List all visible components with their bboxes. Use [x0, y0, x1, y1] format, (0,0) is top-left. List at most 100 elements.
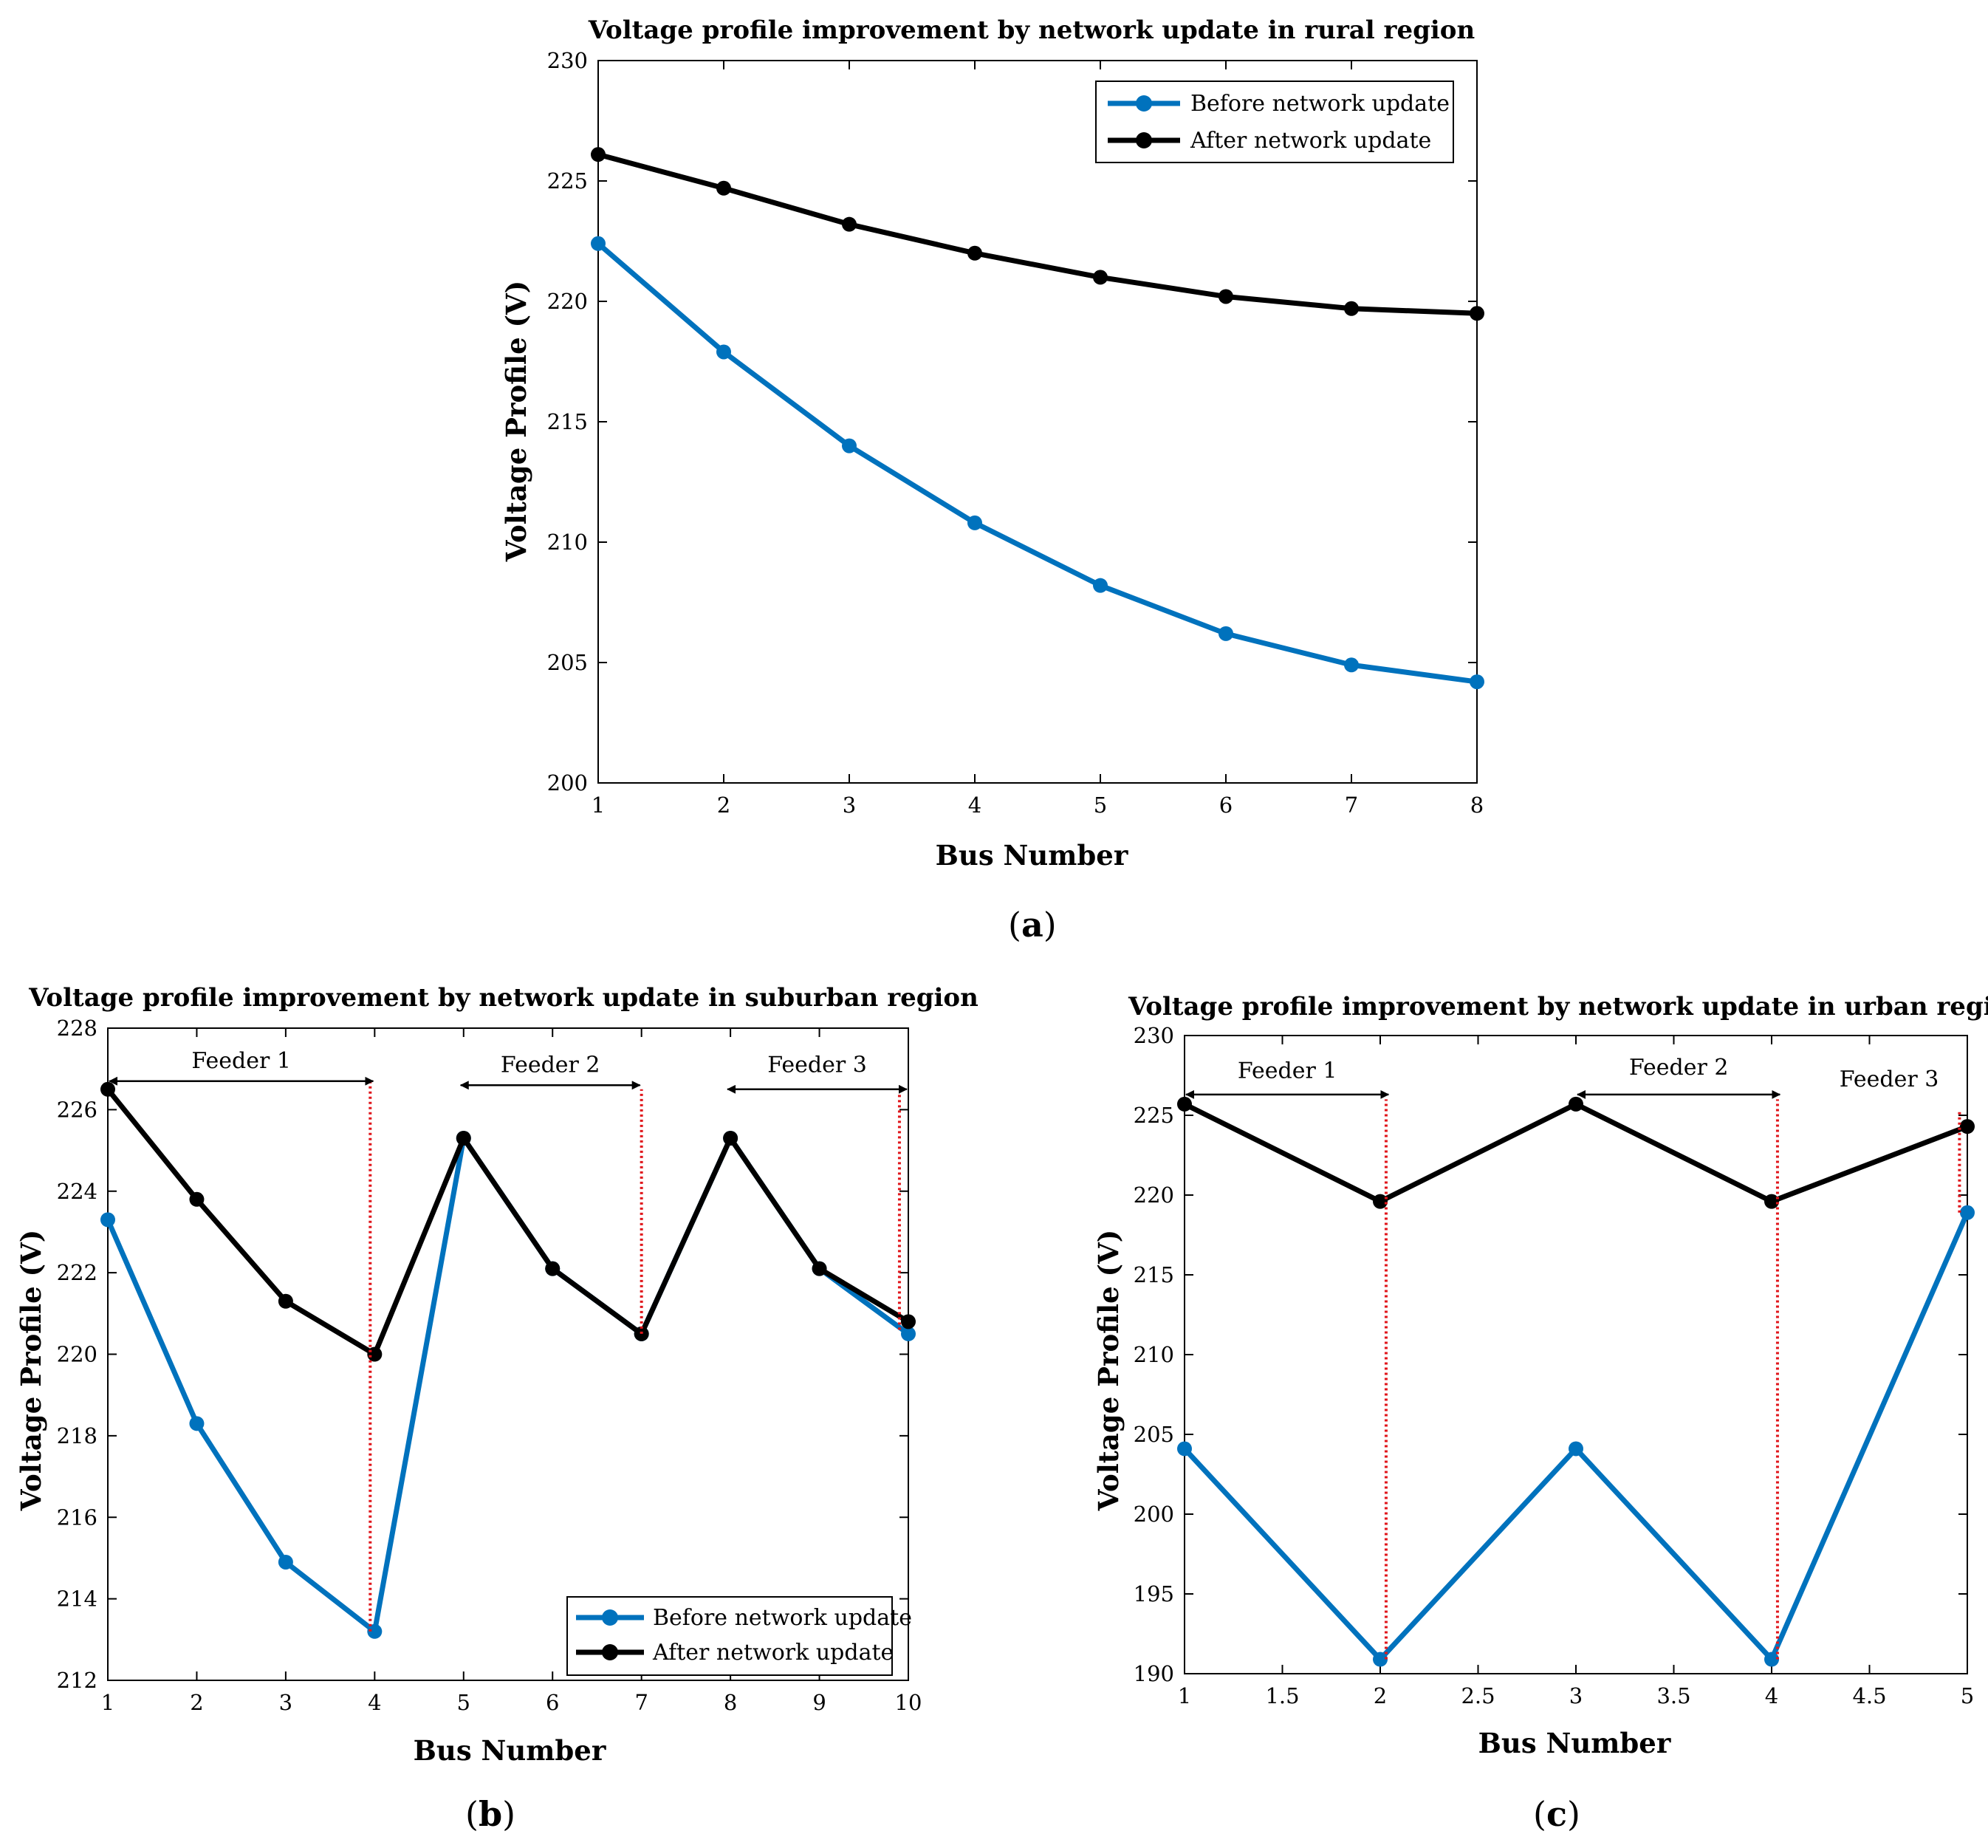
panel-c-xtick-label: 1	[1178, 1683, 1191, 1708]
panel-a-ytick-label: 225	[547, 168, 588, 194]
panel-a-after-data-point	[716, 180, 731, 196]
panel-b-label: (b)	[465, 1794, 515, 1834]
panel-a-xtick-label: 5	[1094, 793, 1107, 818]
panel-b-xtick-label: 8	[724, 1690, 737, 1715]
panel-b-after-data-point	[901, 1314, 916, 1329]
panel-b-legend-after-label: After network update	[652, 1640, 894, 1666]
panel-c-urban: Voltage profile improvement by network u…	[1092, 992, 1988, 1834]
panel-a-after-data-point	[1344, 301, 1359, 316]
panel-c-title: Voltage profile improvement by network u…	[1128, 992, 1988, 1021]
panel-c-ytick-label: 200	[1134, 1502, 1174, 1527]
panel-c-xtick-label: 4.5	[1852, 1683, 1886, 1708]
panel-c-ytick-label: 215	[1134, 1262, 1174, 1287]
panel-a-after-data-point	[842, 216, 857, 232]
panel-c-xtick-label: 4	[1765, 1683, 1778, 1708]
panel-b-feeder-label: Feeder 2	[501, 1053, 600, 1078]
panel-b-after-data-point	[189, 1191, 205, 1207]
panel-a-before-data-point	[716, 344, 731, 360]
panel-b-ytick-label: 224	[57, 1179, 97, 1204]
panel-c-before-data-point	[1373, 1652, 1388, 1667]
panel-a-xtick-label: 4	[968, 793, 981, 818]
panel-b-xtick-label: 6	[546, 1690, 559, 1715]
panel-a-legend: Before network update After network upda…	[1095, 81, 1454, 163]
panel-b-plot: 1 2 3 4 5 6 7 8 9 10 212 214 216 218 220 222 224 226 228 Fe…	[57, 1016, 922, 1715]
panel-c-xtick-label: 1.5	[1265, 1683, 1299, 1708]
panel-c-ylabel: Voltage Profile (V)	[1092, 1230, 1125, 1512]
panel-a-after-series-line	[597, 151, 1478, 316]
panel-a-xtick-label: 3	[843, 793, 856, 818]
panel-c-plot: 1 1.5 2 2.5 3 3.5 4 4.5 5 190 195 200 205 210 215 220 22…	[1134, 1023, 1975, 1708]
panel-b-xtick-label: 1	[101, 1690, 114, 1715]
panel-b-xtick-label: 9	[812, 1690, 826, 1715]
panel-b-ylabel: Voltage Profile (V)	[15, 1230, 47, 1512]
panel-c-after-data-point	[1960, 1119, 1975, 1135]
panel-a-after-data-point	[591, 147, 606, 162]
panel-c-xtick-label: 3.5	[1656, 1683, 1690, 1708]
panel-b-xtick-label: 4	[368, 1690, 381, 1715]
panel-c-ytick-label: 220	[1134, 1183, 1174, 1208]
panel-b-before-data-point	[367, 1623, 383, 1639]
panel-b-ytick-label: 216	[57, 1505, 97, 1530]
panel-b-legend-before-marker	[602, 1609, 618, 1626]
panel-a-legend-before-label: Before network update	[1190, 91, 1450, 117]
panel-c-after-data-point	[1764, 1194, 1779, 1209]
panel-b-after-data-point	[456, 1131, 471, 1146]
panel-a-xtick-label: 6	[1219, 793, 1233, 818]
panel-b-ytick-label: 212	[57, 1668, 97, 1693]
panel-a-after-data-point	[1470, 306, 1484, 321]
panel-a-rural: Voltage profile improvement by network u…	[500, 16, 1484, 945]
panel-c-xtick-label: 3	[1569, 1683, 1583, 1708]
panel-b-title: Voltage profile improvement by network u…	[28, 983, 978, 1013]
panel-a-before-series-line	[596, 242, 1478, 685]
panel-a-before-data-point	[967, 515, 982, 530]
panel-a-ytick-label: 200	[547, 770, 588, 795]
panel-b-ytick-label: 228	[57, 1016, 97, 1041]
panel-c-xlabel: Bus Number	[1478, 1727, 1671, 1759]
panel-a-ytick-label: 215	[547, 409, 588, 434]
panel-b-before-data-point	[901, 1326, 916, 1341]
panel-c-before-data-point	[1177, 1441, 1192, 1457]
panel-c-before-data-point	[1960, 1205, 1975, 1220]
panel-b-feeder-label: Feeder 1	[191, 1048, 291, 1074]
panel-b-ytick-label: 214	[57, 1587, 97, 1612]
panel-a-xtick-label: 8	[1470, 793, 1484, 818]
panel-a-after-data-point	[1218, 289, 1233, 304]
panel-b-after-data-point	[100, 1081, 115, 1097]
panel-b-feeder-label: Feeder 3	[767, 1053, 867, 1078]
panel-a-before-data-point	[842, 438, 857, 454]
panel-c-ytick-label: 195	[1134, 1581, 1174, 1606]
panel-b-before-data-point	[189, 1416, 205, 1431]
panel-a-legend-before-marker	[1136, 95, 1152, 112]
panel-c-xtick-label: 2.5	[1461, 1683, 1495, 1708]
panel-b-xtick-label: 2	[190, 1690, 203, 1715]
panel-b-after-data-point	[545, 1261, 561, 1276]
panel-c-after-data-point	[1177, 1096, 1192, 1112]
panel-a-label: (a)	[1008, 905, 1057, 945]
panel-b-ytick-label: 222	[57, 1260, 97, 1285]
panel-b-before-data-point	[100, 1212, 115, 1228]
panel-c-xtick-label: 2	[1374, 1683, 1387, 1708]
panel-c-feeder-label: Feeder 1	[1238, 1058, 1337, 1084]
panel-a-ytick-label: 205	[547, 650, 588, 675]
panel-a-before-data-point	[1093, 578, 1108, 593]
panel-a-title: Voltage profile improvement by network u…	[588, 16, 1475, 45]
panel-c-ytick-label: 205	[1134, 1422, 1174, 1447]
panel-a-xtick-label: 1	[592, 793, 605, 818]
panel-c-feeder-label: Feeder 3	[1840, 1067, 1939, 1092]
panel-b-xtick-label: 10	[895, 1690, 922, 1715]
panel-a-xlabel: Bus Number	[936, 839, 1128, 872]
panel-b-ytick-label: 220	[57, 1342, 97, 1367]
panel-a-before-data-point	[1344, 657, 1359, 673]
panel-a-legend-after-label: After network update	[1190, 128, 1431, 154]
panel-a-before-data-point	[591, 236, 606, 251]
panel-b-xtick-label: 5	[457, 1690, 470, 1715]
panel-b-ytick-label: 226	[57, 1097, 97, 1122]
panel-c-before-data-point	[1764, 1652, 1779, 1667]
panel-c-feeder-label: Feeder 2	[1629, 1055, 1729, 1081]
panel-b-suburban: Voltage profile improvement by network u…	[15, 983, 978, 1834]
panel-b-ytick-label: 218	[57, 1423, 97, 1448]
panel-b-xlabel: Bus Number	[414, 1734, 606, 1767]
panel-b-after-data-point	[278, 1293, 293, 1309]
